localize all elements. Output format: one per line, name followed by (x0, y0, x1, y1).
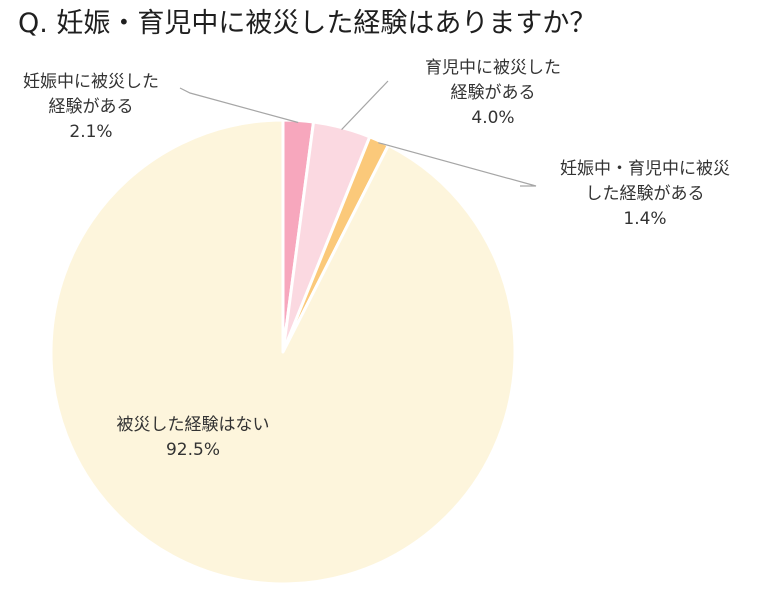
slice-label-line: 育児中に被災した (425, 58, 561, 78)
slice-value: 2.1% (69, 122, 113, 142)
slice-value: 1.4% (623, 209, 667, 229)
slice-label-pregnancy: 妊娠中に被災した 経験がある 2.1% (6, 70, 176, 145)
slice-value: 4.0% (471, 108, 515, 128)
slice-label-line: 妊娠中・育児中に被災 (560, 159, 730, 179)
slice-label-line: 妊娠中に被災した (23, 72, 159, 92)
slice-label-none: 被災した経験はない 92.5% (88, 413, 298, 463)
leader-line-pregnancy (179, 87, 299, 124)
chart-title: Q. 妊娠・育児中に被災した経験はありますか？ (18, 8, 597, 39)
slice-label-childcare: 育児中に被災した 経験がある 4.0% (398, 56, 588, 131)
slice-label-line: 経験がある (48, 97, 134, 117)
leader-line-both (378, 142, 537, 187)
leader-line-childcare (341, 80, 389, 131)
slice-label-line: 被災した経験はない (116, 415, 270, 435)
pie-slice-none (49, 118, 517, 586)
slice-label-both: 妊娠中・育児中に被災 した経験がある 1.4% (530, 157, 760, 232)
slice-label-line: した経験がある (585, 184, 705, 204)
slice-value: 92.5% (165, 440, 220, 460)
slice-label-line: 経験がある (450, 83, 536, 103)
